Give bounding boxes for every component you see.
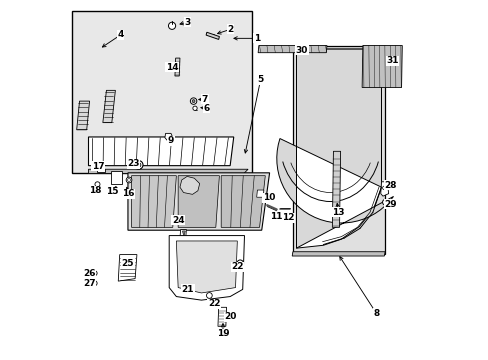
- Bar: [111, 171, 122, 184]
- Polygon shape: [362, 45, 402, 87]
- Text: 24: 24: [171, 216, 184, 225]
- Polygon shape: [88, 169, 247, 174]
- Text: 12: 12: [282, 213, 294, 222]
- Text: 7: 7: [202, 95, 208, 104]
- Text: 16: 16: [122, 189, 134, 198]
- Text: 13: 13: [331, 208, 344, 217]
- Text: 15: 15: [106, 187, 119, 196]
- Polygon shape: [258, 45, 326, 53]
- Circle shape: [127, 179, 130, 181]
- Circle shape: [126, 177, 132, 183]
- Polygon shape: [97, 168, 105, 172]
- Polygon shape: [256, 190, 264, 197]
- Text: 31: 31: [385, 57, 398, 66]
- Text: 17: 17: [92, 162, 104, 171]
- Polygon shape: [380, 182, 388, 196]
- Text: 3: 3: [183, 18, 190, 27]
- Text: 27: 27: [83, 279, 96, 288]
- Circle shape: [192, 106, 197, 111]
- Circle shape: [237, 260, 243, 266]
- Polygon shape: [332, 151, 340, 227]
- Polygon shape: [182, 231, 185, 237]
- Text: 6: 6: [203, 104, 209, 113]
- Circle shape: [134, 161, 142, 169]
- Polygon shape: [221, 176, 265, 227]
- Text: 20: 20: [224, 312, 236, 321]
- Text: 19: 19: [216, 329, 229, 338]
- Circle shape: [92, 281, 97, 286]
- Circle shape: [168, 22, 175, 30]
- Circle shape: [190, 98, 196, 104]
- Polygon shape: [180, 176, 199, 194]
- Text: 10: 10: [262, 193, 275, 202]
- Polygon shape: [218, 307, 226, 326]
- Text: 14: 14: [165, 63, 178, 72]
- Polygon shape: [276, 49, 393, 248]
- Text: 22: 22: [231, 262, 243, 271]
- Polygon shape: [180, 229, 186, 238]
- Polygon shape: [164, 134, 172, 140]
- Text: 8: 8: [372, 309, 379, 318]
- Text: 29: 29: [384, 200, 396, 209]
- Polygon shape: [176, 241, 237, 293]
- Text: 11: 11: [269, 212, 282, 221]
- Text: 23: 23: [127, 159, 139, 168]
- Polygon shape: [128, 173, 269, 230]
- Circle shape: [93, 282, 96, 284]
- Text: 5: 5: [257, 75, 263, 84]
- Circle shape: [382, 186, 386, 190]
- Polygon shape: [88, 137, 233, 166]
- Circle shape: [187, 285, 193, 291]
- Text: 18: 18: [89, 186, 102, 195]
- Polygon shape: [175, 58, 180, 76]
- Text: 30: 30: [295, 46, 307, 55]
- Circle shape: [192, 100, 195, 103]
- Polygon shape: [102, 90, 115, 123]
- Text: 25: 25: [122, 259, 134, 268]
- Polygon shape: [77, 101, 89, 130]
- Polygon shape: [169, 235, 244, 300]
- Circle shape: [92, 271, 97, 276]
- Polygon shape: [292, 252, 384, 256]
- Bar: [72, 12, 251, 173]
- Circle shape: [206, 293, 212, 298]
- Polygon shape: [206, 32, 219, 40]
- Text: 22: 22: [207, 299, 220, 308]
- Text: 9: 9: [167, 136, 174, 145]
- Text: 2: 2: [226, 25, 233, 34]
- Text: 28: 28: [384, 181, 396, 190]
- Text: 26: 26: [83, 269, 96, 278]
- Text: 21: 21: [181, 285, 194, 294]
- Circle shape: [95, 182, 100, 187]
- Polygon shape: [292, 45, 384, 253]
- Polygon shape: [118, 255, 137, 281]
- Polygon shape: [296, 49, 381, 248]
- Polygon shape: [178, 176, 219, 227]
- Polygon shape: [131, 176, 176, 227]
- Circle shape: [382, 199, 387, 205]
- Text: 4: 4: [117, 30, 124, 39]
- Text: 1: 1: [253, 34, 260, 43]
- Circle shape: [136, 163, 141, 167]
